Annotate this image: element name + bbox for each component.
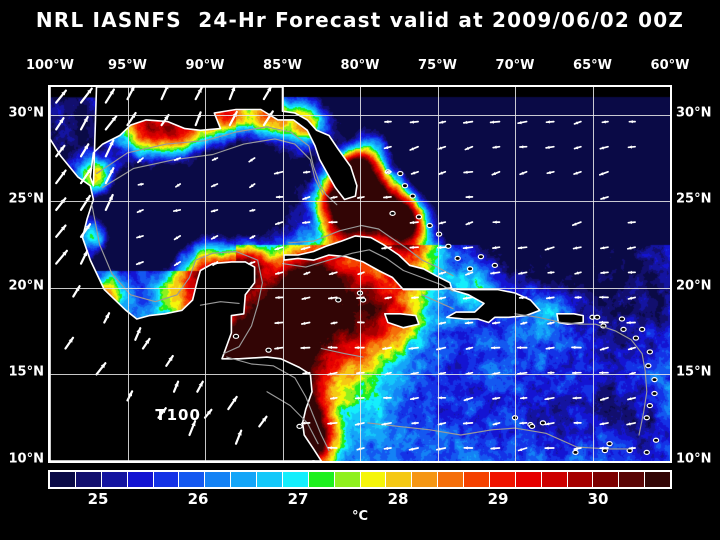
colorbar-segment-9	[283, 472, 309, 487]
forecast-map-page: NRL IASNFS 24-Hr Forecast valid at 2009/…	[0, 0, 720, 540]
colorbar-segment-16	[464, 472, 490, 487]
lat-tick-label-right-3: 15°N	[676, 365, 711, 380]
graticule-parallel-0	[50, 115, 670, 116]
colorbar-tick-26: 26	[188, 490, 209, 508]
graticule-parallel-2	[50, 288, 670, 289]
colorbar-segment-15	[438, 472, 464, 487]
lat-tick-label-left-2: 20°N	[9, 278, 44, 293]
colorbar-segment-18	[516, 472, 542, 487]
colorbar-segment-11	[335, 472, 361, 487]
latitude-axis-labels-left: 30°N 25°N 20°N 15°N 10°N	[0, 0, 48, 540]
graticule-meridian-6	[515, 87, 516, 461]
colorbar-segment-22	[619, 472, 645, 487]
lon-tick-label-7: 65°W	[573, 58, 612, 73]
lat-tick-label-left-0: 30°N	[9, 105, 44, 120]
lon-tick-label-1: 95°W	[108, 58, 147, 73]
colorbar-segment-20	[568, 472, 594, 487]
lat-tick-label-left-1: 25°N	[9, 192, 44, 207]
colorbar-segment-2	[102, 472, 128, 487]
colorbar-tick-25: 25	[88, 490, 109, 508]
colorbar-segment-5	[179, 472, 205, 487]
lat-tick-label-right-0: 30°N	[676, 105, 711, 120]
lat-tick-label-left-4: 10°N	[9, 452, 44, 467]
lat-tick-label-right-2: 20°N	[676, 278, 711, 293]
colorbar-segment-6	[205, 472, 231, 487]
lat-tick-label-left-3: 15°N	[9, 365, 44, 380]
colorbar-segment-21	[593, 472, 619, 487]
graticule-meridian-4	[360, 87, 361, 461]
lat-tick-label-right-4: 10°N	[676, 452, 711, 467]
colorbar-segment-4	[154, 472, 180, 487]
colorbar-segment-0	[50, 472, 76, 487]
graticule-meridian-2	[205, 87, 206, 461]
lon-tick-label-2: 90°W	[186, 58, 225, 73]
colorbar-tick-labels: 25 26 27 28 29 30	[0, 490, 720, 510]
colorbar-tick-29: 29	[488, 490, 509, 508]
latitude-axis-labels-right: 30°N 25°N 20°N 15°N 10°N	[672, 0, 720, 540]
graticule-meridian-5	[438, 87, 439, 461]
colorbar-segment-3	[128, 472, 154, 487]
colorbar-segment-23	[645, 472, 670, 487]
colorbar-segment-8	[257, 472, 283, 487]
colorbar-segment-7	[231, 472, 257, 487]
colorbar-tick-28: 28	[388, 490, 409, 508]
lon-tick-label-5: 75°W	[418, 58, 457, 73]
t100-annotation: T100	[155, 406, 201, 424]
sst-map-canvas[interactable]: T100	[48, 85, 672, 463]
longitude-axis-labels: 100°W 95°W 90°W 85°W 80°W 75°W 70°W 65°W 60°W	[0, 58, 720, 76]
colorbar-segment-12	[361, 472, 387, 487]
colorbar-segment-10	[309, 472, 335, 487]
colorbar-segment-13	[386, 472, 412, 487]
colorbar-tick-27: 27	[288, 490, 309, 508]
graticule-meridian-1	[128, 87, 129, 461]
lon-tick-label-3: 85°W	[263, 58, 302, 73]
graticule-parallel-3	[50, 374, 670, 375]
page-title: NRL IASNFS 24-Hr Forecast valid at 2009/…	[0, 8, 720, 32]
lat-tick-label-right-1: 25°N	[676, 192, 711, 207]
temperature-colorbar[interactable]	[48, 470, 672, 489]
colorbar-tick-30: 30	[588, 490, 609, 508]
graticule-meridian-3	[283, 87, 284, 461]
colorbar-segment-19	[542, 472, 568, 487]
colorbar-segment-1	[76, 472, 102, 487]
lon-tick-label-6: 70°W	[496, 58, 535, 73]
graticule-meridian-7	[593, 87, 594, 461]
lon-tick-label-4: 80°W	[341, 58, 380, 73]
colorbar-segment-17	[490, 472, 516, 487]
colorbar-segment-14	[412, 472, 438, 487]
graticule-parallel-1	[50, 201, 670, 202]
colorbar-unit-label: °C	[0, 509, 720, 524]
graticule-layer	[50, 87, 670, 461]
